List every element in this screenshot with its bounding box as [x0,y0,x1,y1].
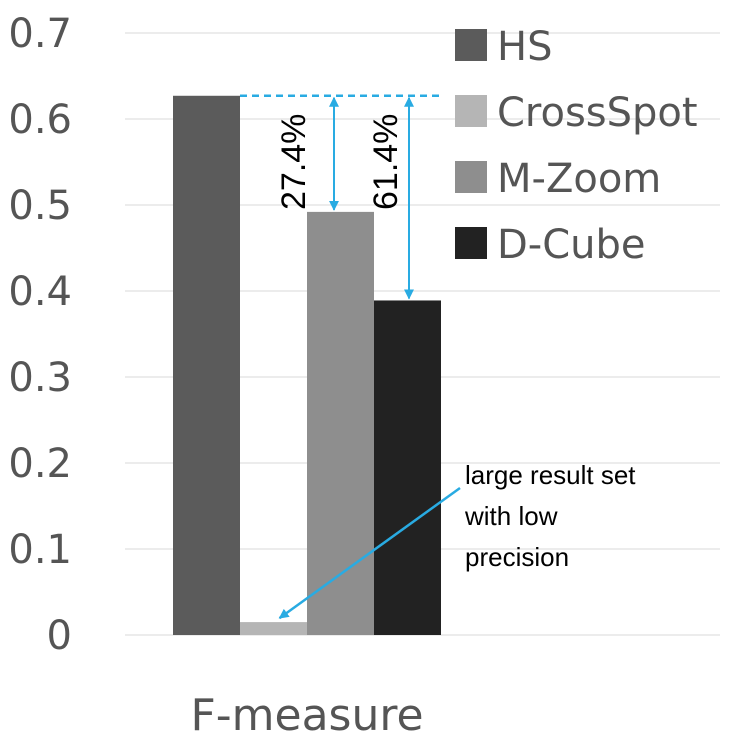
legend-label: D-Cube [497,222,646,268]
annotation-mzoom-percent: 27.4% [275,114,313,210]
annotation-dcube-percent: 61.4% [367,114,405,210]
legend-label: CrossSpot [497,90,698,136]
bar-hs [173,95,240,635]
y-tick-label: 0.3 [8,355,72,401]
legend-label: M-Zoom [497,156,661,202]
bars [173,95,441,635]
y-tick-label: 0 [47,613,72,659]
annotation-note-line-2: with low [464,501,558,531]
y-tick-label: 0.1 [8,527,72,573]
y-tick-label: 0.5 [8,183,72,229]
annotation-arrows [240,94,461,620]
legend-swatch [455,29,487,61]
legend-swatch [455,161,487,193]
bar-crossspot [240,622,307,635]
bar-m-zoom [307,211,374,635]
annotation-note-line-3: precision [465,542,569,572]
legend: HS CrossSpot M-Zoom D-Cube [455,24,698,268]
y-tick-label: 0.2 [8,441,72,487]
y-tick-label: 0.4 [8,269,72,315]
bar-d-cube [374,300,441,635]
y-tick-labels: 0 0.1 0.2 0.3 0.4 0.5 0.6 0.7 [8,11,72,659]
x-axis-label: F-measure [190,690,423,741]
y-tick-label: 0.6 [8,97,72,143]
arrow-crossspot-note [278,486,461,620]
legend-swatch [455,227,487,259]
annotation-note-line-1: large result set [465,460,636,490]
y-tick-label: 0.7 [8,11,72,57]
legend-swatch [455,95,487,127]
legend-label: HS [497,24,552,70]
